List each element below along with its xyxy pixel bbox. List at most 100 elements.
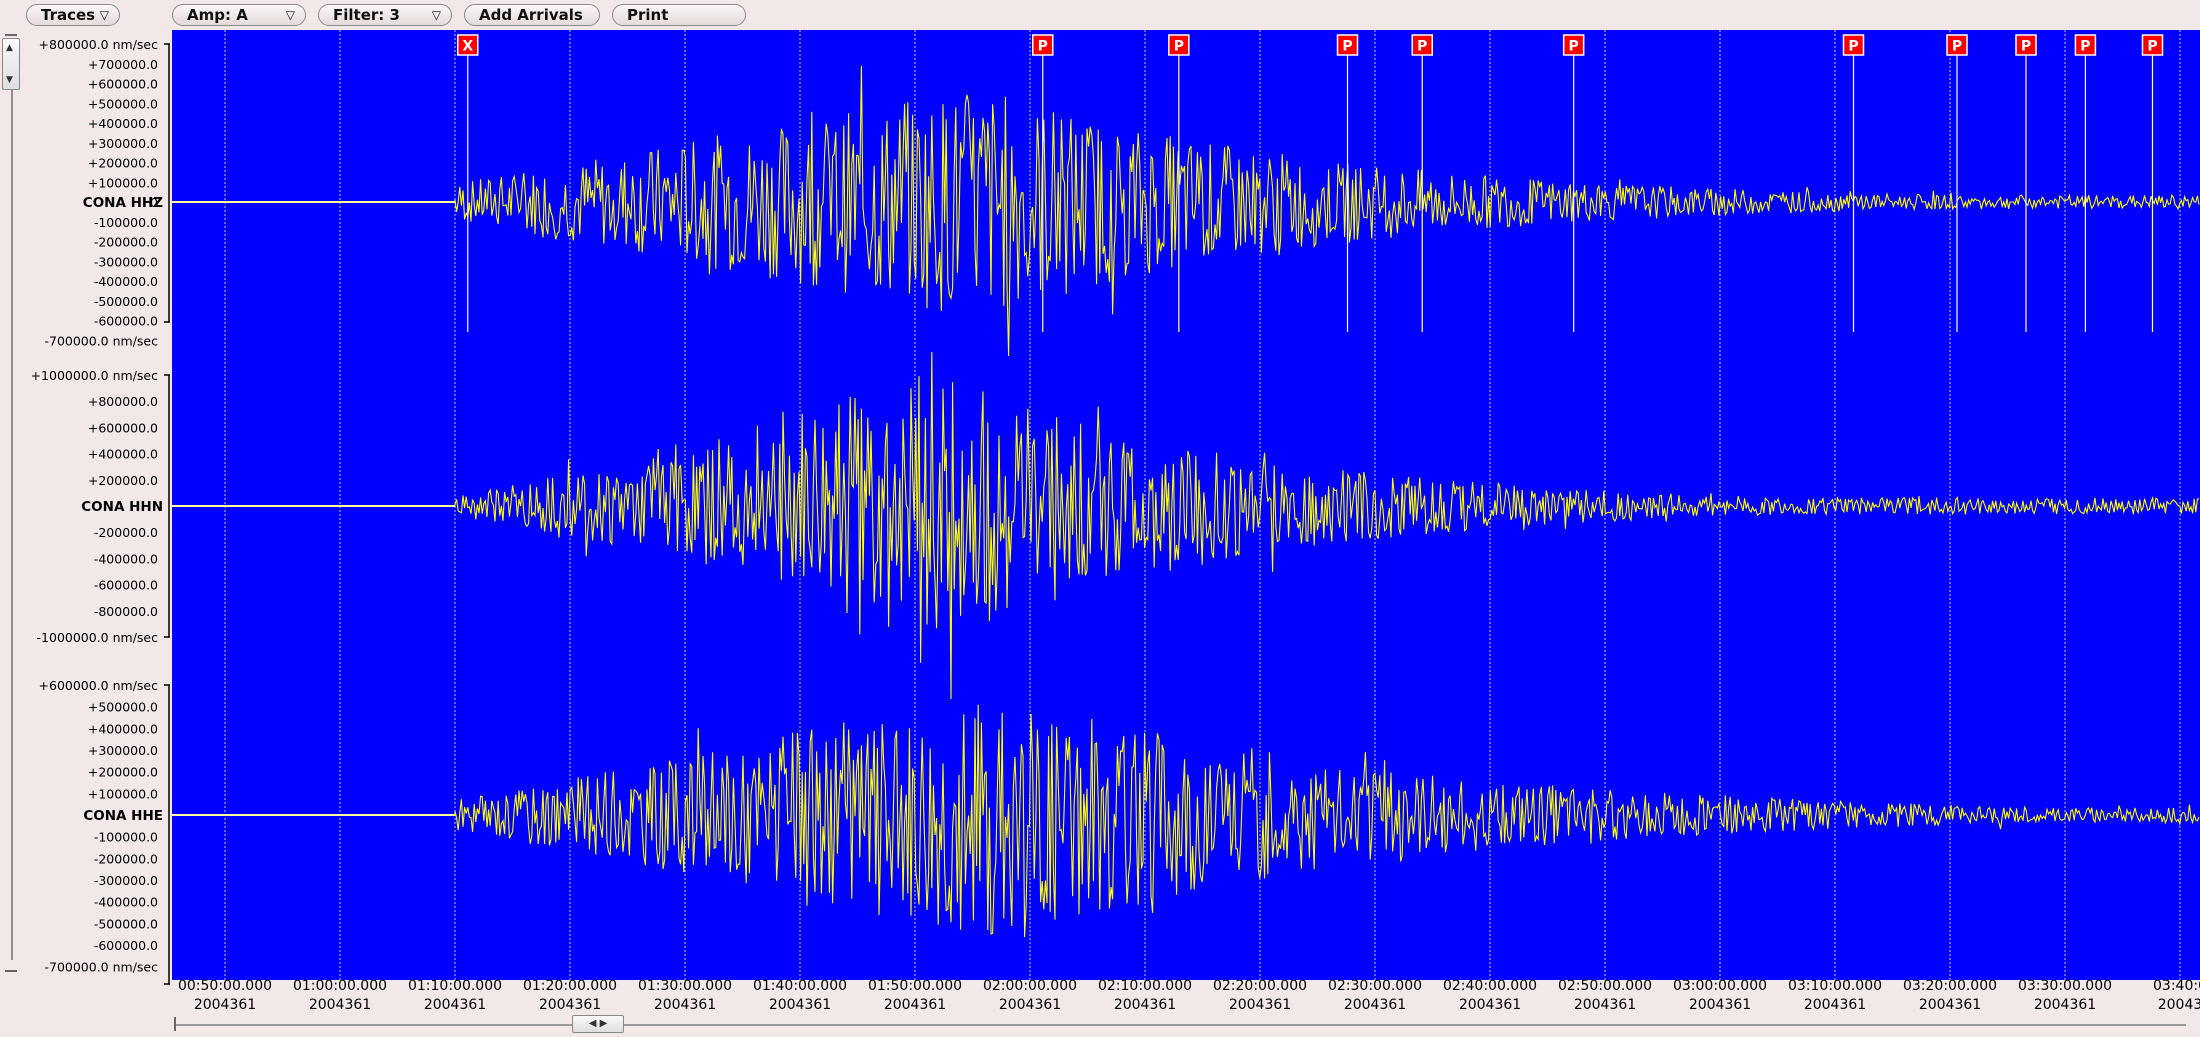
time-day-label: 2004361 bbox=[1689, 997, 1751, 1013]
horizontal-scroll-track[interactable] bbox=[176, 1024, 2186, 1026]
pick-marker-label: P bbox=[1174, 39, 1184, 55]
arrival-pick-marker[interactable]: P bbox=[1946, 34, 1968, 56]
pick-marker-box bbox=[1032, 34, 1054, 56]
vertical-scrollbar[interactable]: ▲ ▼ bbox=[0, 30, 22, 985]
amplitude-tick-label: +100000.0 bbox=[88, 175, 158, 190]
amplitude-tick-label: -100000.0 bbox=[94, 830, 158, 845]
amplitude-tick-label: +400000.0 bbox=[88, 721, 158, 736]
amplitude-tick-label: +600000.0 bbox=[88, 77, 158, 92]
add-arrivals-button[interactable]: Add Arrivals bbox=[464, 4, 600, 26]
time-day-label: 2004361 bbox=[999, 997, 1061, 1013]
time-day-label: 20043 bbox=[2158, 997, 2200, 1013]
time-tick-label: 01:30:00.000 bbox=[638, 978, 732, 994]
pick-marker-box bbox=[1562, 34, 1585, 56]
time-tick-label: 02:50:00.000 bbox=[1558, 978, 1652, 994]
time-tick-label: 01:50:00.000 bbox=[868, 978, 962, 994]
print-button[interactable]: Print bbox=[612, 4, 746, 26]
time-day-label: 2004361 bbox=[2034, 997, 2096, 1013]
arrow-up-icon: ▲ bbox=[6, 43, 13, 53]
amplitude-tick-label: -100000.0 bbox=[94, 215, 158, 230]
time-day-label: 2004361 bbox=[654, 997, 716, 1013]
amplitude-tick-label: -800000.0 bbox=[94, 604, 158, 619]
waveform-trace bbox=[172, 704, 2200, 938]
vertical-scroll-top-cap bbox=[5, 34, 17, 36]
horizontal-scroll-thumb[interactable]: ◀ ▶ bbox=[572, 1015, 624, 1033]
time-day-label: 2004361 bbox=[1229, 997, 1291, 1013]
time-tick-label: 03:40:0 bbox=[2153, 978, 2200, 994]
arrival-pick-marker[interactable]: P bbox=[1562, 34, 1585, 56]
pick-marker-box bbox=[2015, 34, 2037, 56]
amplitude-tick-label: -400000.0 bbox=[94, 895, 158, 910]
amplitude-tick-label: -600000.0 bbox=[94, 938, 158, 953]
time-tick-label: 02:40:00.000 bbox=[1443, 978, 1537, 994]
arrival-pick-marker[interactable]: P bbox=[1336, 34, 1359, 56]
time-tick-label: 03:30:00.000 bbox=[2018, 978, 2112, 994]
amplitude-tick-label: 0 bbox=[150, 195, 158, 210]
arrival-pick-marker[interactable]: P bbox=[1842, 34, 1865, 56]
waveform-trace bbox=[172, 351, 2200, 700]
amplitude-tick-label: +700000.0 bbox=[88, 57, 158, 72]
filter-menu-label: Filter: 3 bbox=[333, 6, 400, 24]
toolbar: Traces ▽ Amp: A ▽ Filter: 3 ▽ Add Arriva… bbox=[0, 0, 2200, 30]
amplitude-tick-label: +500000.0 bbox=[88, 700, 158, 715]
time-tick-label: 03:00:00.000 bbox=[1673, 978, 1767, 994]
time-tick-label: 01:10:00.000 bbox=[408, 978, 502, 994]
amplitude-tick-label: -300000.0 bbox=[94, 873, 158, 888]
time-day-label: 2004361 bbox=[1804, 997, 1866, 1013]
amplitude-tick-label: -700000.0 nm/sec bbox=[44, 333, 158, 348]
x-icon[interactable]: X bbox=[457, 34, 479, 56]
arrival-pick-marker[interactable]: P bbox=[2074, 34, 2097, 56]
amplitude-tick-label: +200000.0 bbox=[88, 473, 158, 488]
add-arrivals-label: Add Arrivals bbox=[479, 6, 583, 24]
triangle-down-icon: ▽ bbox=[99, 8, 109, 22]
amplitude-tick-label: -200000.0 bbox=[94, 525, 158, 540]
time-day-label: 2004361 bbox=[194, 997, 256, 1013]
pick-marker-label: P bbox=[1952, 39, 1962, 55]
time-day-label: 2004361 bbox=[1574, 997, 1636, 1013]
amplitude-tick-label: -200000.0 bbox=[94, 235, 158, 250]
arrival-pick-marker[interactable]: P bbox=[1168, 34, 1190, 56]
time-day-label: 2004361 bbox=[769, 997, 831, 1013]
trace-channel-label: CONA HHE bbox=[83, 808, 163, 824]
amplitude-tick-label: -500000.0 bbox=[94, 916, 158, 931]
pick-marker-label: P bbox=[1417, 39, 1427, 55]
amplitude-tick-label: -600000.0 bbox=[94, 314, 158, 329]
trace-channel-label: CONA HHN bbox=[81, 499, 163, 515]
pick-marker-label: P bbox=[2021, 39, 2031, 55]
amplitude-tick-label: +800000.0 bbox=[88, 394, 158, 409]
amplitude-tick-label: -1000000.0 nm/sec bbox=[37, 630, 159, 645]
time-day-label: 2004361 bbox=[424, 997, 486, 1013]
time-tick-label: 01:40:00.000 bbox=[753, 978, 847, 994]
traces-menu-button[interactable]: Traces ▽ bbox=[26, 4, 120, 26]
time-tick-label: 02:30:00.000 bbox=[1328, 978, 1422, 994]
amplitude-tick-label: -300000.0 bbox=[94, 254, 158, 269]
amp-menu-button[interactable]: Amp: A ▽ bbox=[172, 4, 306, 26]
traces-menu-label: Traces bbox=[41, 6, 96, 24]
vertical-scroll-bottom-cap bbox=[5, 970, 17, 972]
amplitude-tick-label: +1000000.0 nm/sec bbox=[31, 368, 159, 383]
pick-marker-label: P bbox=[1342, 39, 1352, 55]
arrival-pick-marker[interactable]: P bbox=[1032, 34, 1054, 56]
amplitude-tick-label: +600000.0 nm/sec bbox=[39, 678, 159, 693]
arrival-pick-marker[interactable]: P bbox=[2141, 34, 2164, 56]
vertical-scroll-track[interactable] bbox=[11, 60, 13, 960]
amp-menu-label: Amp: A bbox=[187, 6, 248, 24]
filter-menu-button[interactable]: Filter: 3 ▽ bbox=[318, 4, 452, 26]
amplitude-tick-label: -400000.0 bbox=[94, 274, 158, 289]
amplitude-tick-label: +800000.0 nm/sec bbox=[39, 37, 159, 52]
pick-marker-label: P bbox=[1848, 39, 1858, 55]
amplitude-tick-label: +600000.0 bbox=[88, 420, 158, 435]
amplitude-tick-label: +400000.0 bbox=[88, 447, 158, 462]
amplitude-tick-label: -400000.0 bbox=[94, 551, 158, 566]
horizontal-scrollbar[interactable]: ◀ ▶ bbox=[172, 1014, 2200, 1034]
vertical-scroll-thumb[interactable]: ▲ ▼ bbox=[2, 38, 20, 90]
arrival-pick-marker[interactable]: P bbox=[2015, 34, 2037, 56]
time-day-label: 2004361 bbox=[1459, 997, 1521, 1013]
pick-marker-box bbox=[1842, 34, 1865, 56]
time-tick-label: 03:10:00.000 bbox=[1788, 978, 1882, 994]
time-day-label: 2004361 bbox=[1919, 997, 1981, 1013]
horizontal-scroll-left-cap bbox=[174, 1017, 176, 1031]
pick-marker-box bbox=[1168, 34, 1190, 56]
arrival-pick-marker[interactable]: P bbox=[1411, 34, 1433, 56]
